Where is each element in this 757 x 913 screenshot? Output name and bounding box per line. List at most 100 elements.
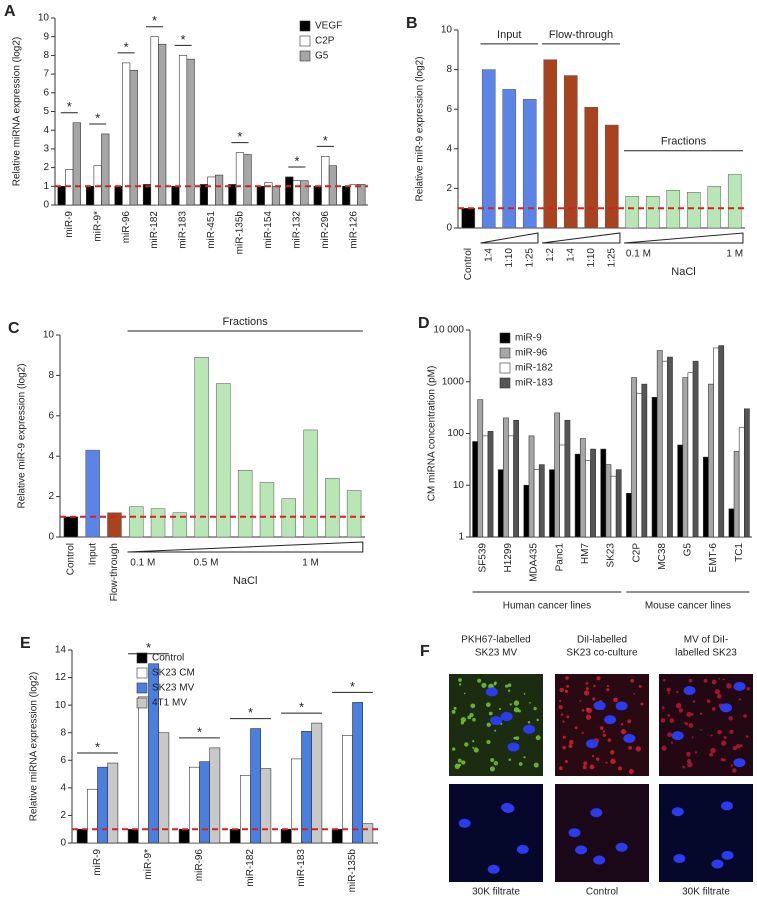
group-label: Mouse cancer lines xyxy=(645,601,731,612)
legend-swatch xyxy=(299,20,311,32)
bar xyxy=(702,456,709,538)
nucleus xyxy=(671,807,684,817)
bar xyxy=(72,122,81,206)
bar xyxy=(615,469,622,538)
fluorescence-spot xyxy=(728,716,733,721)
bar xyxy=(482,435,489,538)
fluorescence-spot xyxy=(711,679,717,685)
legend-label: C2P xyxy=(315,36,335,47)
bar xyxy=(107,762,119,844)
nucleus xyxy=(593,701,606,711)
x-tick-label: C2P xyxy=(631,543,642,563)
fluorescence-spot xyxy=(513,736,516,740)
y-tick-label: 10 xyxy=(453,480,465,491)
fluorescence-spot xyxy=(662,678,666,682)
legend-swatch xyxy=(499,377,511,389)
y-tick-label: 10 xyxy=(43,330,55,341)
legend-swatch xyxy=(499,362,511,374)
nucleus xyxy=(586,739,599,749)
bar xyxy=(625,196,640,229)
fluorescence-spot xyxy=(489,766,495,772)
bar xyxy=(574,453,581,538)
fluorescence-spot xyxy=(508,758,512,762)
fluorescence-spot xyxy=(581,709,585,712)
fluorescence-spot xyxy=(473,747,479,753)
bar xyxy=(325,478,340,538)
fluorescence-spot xyxy=(566,715,570,719)
fluorescence-spot xyxy=(470,703,476,709)
fluorescence-spot xyxy=(732,746,738,751)
x-tick-label: miR-182 xyxy=(245,849,256,887)
nucleus xyxy=(623,733,636,743)
y-tick-label: 8 xyxy=(48,370,54,381)
nucleus xyxy=(683,686,696,696)
fluorescence-spot xyxy=(602,733,606,737)
bar xyxy=(738,427,745,538)
fluorescence-spot xyxy=(507,683,512,687)
bottom-label: 30K filtrate xyxy=(472,887,520,898)
significance-mark: * xyxy=(197,724,202,739)
nucleus xyxy=(673,854,686,864)
fluorescence-spot xyxy=(513,700,520,706)
nucleus xyxy=(575,845,588,855)
fluorescence-spot xyxy=(613,697,618,703)
bar xyxy=(543,59,558,229)
fluorescence-spot xyxy=(606,684,610,688)
nucleus xyxy=(721,850,734,860)
fluorescence-spot xyxy=(507,689,511,693)
fluorescence-spot xyxy=(564,760,568,763)
bar xyxy=(626,492,632,538)
nucleus xyxy=(733,758,746,768)
fluorescence-spot xyxy=(464,742,469,747)
x-tick-label: 1:10 xyxy=(504,248,515,268)
fluorescence-spot xyxy=(460,717,467,723)
fluorescence-spot xyxy=(628,746,632,750)
fluorescence-spot xyxy=(523,756,526,759)
fluorescence-spot xyxy=(743,714,747,718)
nucleus xyxy=(502,803,515,813)
nucleus xyxy=(490,716,503,726)
bar xyxy=(259,482,275,538)
fluorescence-spot xyxy=(527,720,531,724)
y-tick-label: 10 xyxy=(55,700,67,711)
fluorescence-spot xyxy=(559,700,562,703)
panel-letter: C xyxy=(8,320,20,337)
bar xyxy=(563,75,578,229)
fluorescence-spot xyxy=(745,735,749,738)
x-tick-label: SK23 xyxy=(606,543,617,568)
bar xyxy=(171,186,180,206)
fluorescence-spot xyxy=(529,702,531,704)
bar xyxy=(604,124,619,229)
nucleus xyxy=(720,801,733,811)
fluorescence-spot xyxy=(731,768,737,773)
fluorescence-spot xyxy=(596,757,600,761)
nucleus xyxy=(720,703,733,713)
gradient-wedge xyxy=(624,232,744,244)
fluorescence-spot xyxy=(726,683,732,689)
y-tick-label: 10 xyxy=(38,13,50,24)
bar xyxy=(57,186,66,206)
fluorescence-spot xyxy=(469,712,474,718)
fluorescence-spot xyxy=(458,763,462,767)
x-tick-label: miR-135b xyxy=(235,211,246,255)
nucleus xyxy=(523,724,536,734)
fluorescence-spot xyxy=(709,752,713,757)
group-label: Input xyxy=(497,29,521,41)
fluorescence-spot xyxy=(452,747,456,751)
fluorescence-spot xyxy=(564,690,568,693)
bar xyxy=(250,728,261,844)
fluorescence-spot xyxy=(562,735,566,739)
y-tick-label: 6 xyxy=(446,104,452,115)
ramp-label: 0.1 M xyxy=(626,249,651,260)
bar xyxy=(585,460,591,538)
column-title: SK23 MV xyxy=(475,648,518,659)
bar xyxy=(508,435,514,538)
bar xyxy=(559,444,566,538)
bar xyxy=(605,464,612,538)
fluorescence-spot xyxy=(638,684,642,688)
bar xyxy=(122,62,131,206)
ramp-label: 1 M xyxy=(302,558,319,569)
legend-swatch xyxy=(136,697,148,709)
fluorescence-spot xyxy=(692,700,696,703)
